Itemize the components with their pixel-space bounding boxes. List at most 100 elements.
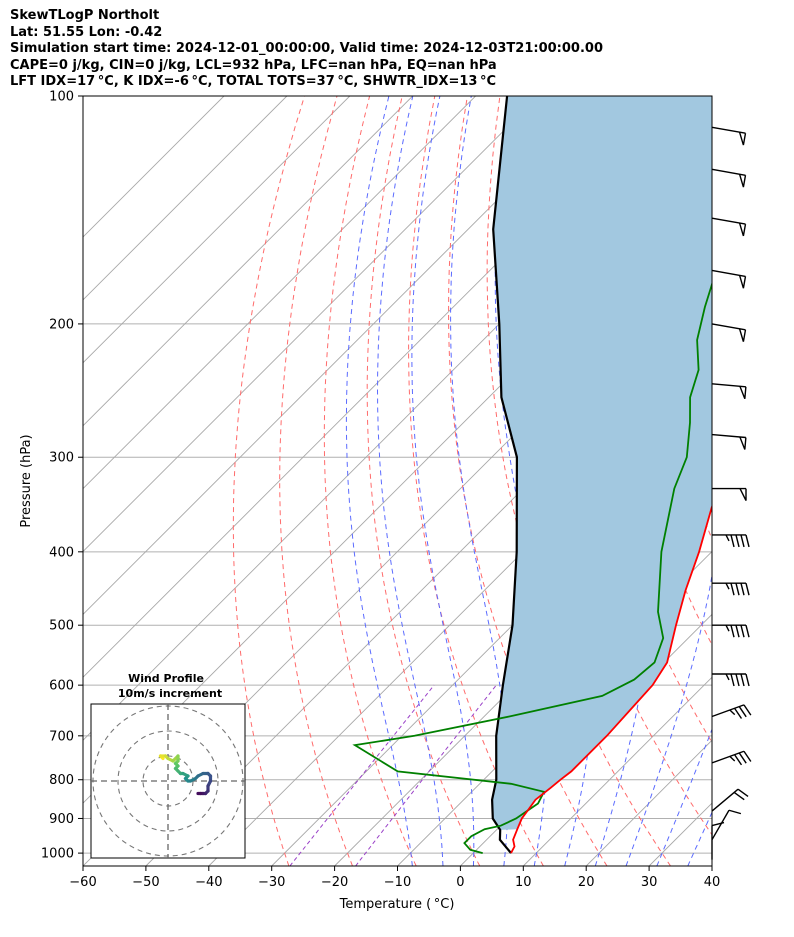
y-axis-label: Pressure (hPa) [19, 434, 34, 527]
y-tick-label: 300 [49, 451, 74, 466]
wind-barb-feather [735, 625, 740, 638]
indices-line-2: LFT IDX=17 °C, K IDX=-6 °C, TOTAL TOTS=3… [10, 74, 497, 89]
wind-barb-feather [738, 752, 747, 764]
wind-barb-feather [745, 534, 750, 548]
y-tick-label: 100 [49, 90, 74, 105]
inset-subtitle: 10m/s increment [118, 687, 222, 700]
wind-barb-staff [711, 217, 746, 225]
moist-adiabat-line [625, 96, 712, 866]
wind-barb-feather [740, 534, 745, 548]
wind-barb [711, 168, 747, 188]
location-line: Lat: 51.55 Lon: -0.42 [10, 24, 163, 40]
x-tick-label: −20 [321, 875, 348, 890]
wind-barb-feather [733, 707, 743, 719]
dry-adiabat-line [728, 96, 794, 866]
y-tick-label: 800 [49, 773, 74, 788]
moist-adiabat-line [719, 96, 794, 866]
isotherm-line [711, 865, 712, 866]
wind-barb [711, 383, 747, 400]
dry-adiabat-line [761, 96, 794, 866]
wind-barb [711, 217, 747, 237]
wind-barb-feather [733, 754, 743, 766]
wind-barb [711, 788, 749, 812]
wind-barb-feather [743, 704, 752, 716]
y-tick-label: 600 [49, 679, 74, 694]
wind-barb-staff [711, 704, 745, 718]
isotherm-line [83, 96, 414, 427]
y-tick-label: 500 [49, 619, 74, 634]
isotherm-line [334, 487, 712, 866]
wind-barb-staff [711, 269, 746, 278]
wind-barb-feather [725, 624, 730, 632]
wind-barb-feather [738, 706, 747, 718]
moist-adiabat-line [376, 96, 444, 866]
isotherm-line [83, 96, 602, 616]
wind-barb-pennant [738, 222, 747, 237]
mixing-ratio-line [289, 684, 435, 866]
x-axis-label: Temperature ( °C) [339, 897, 455, 912]
wind-barb-staff [711, 126, 746, 134]
hodograph-ring [117, 730, 219, 832]
y-tick-label: 700 [49, 729, 74, 744]
mixing-ratio-line [355, 684, 497, 866]
dry-adiabat-line [323, 96, 417, 866]
dry-adiabat-line [366, 96, 481, 866]
chart-title: SkewTLogP Northolt [10, 8, 160, 23]
moist-adiabat-line [411, 96, 475, 866]
wind-barb-feather [737, 788, 749, 798]
wind-barb-staff [711, 750, 745, 764]
wind-barb [712, 624, 750, 638]
wind-barb-feather [729, 755, 736, 762]
wind-barb-feather [743, 750, 752, 762]
x-tick-label: −10 [384, 875, 411, 890]
dry-adiabat-line [279, 96, 353, 866]
x-tick-label: 20 [578, 875, 595, 890]
wind-barb-pennant [739, 436, 747, 450]
wind-barb [712, 582, 750, 596]
isotherm-line [83, 96, 476, 490]
wind-barb-pennant [739, 386, 747, 400]
wind-barb [711, 704, 752, 719]
x-tick-label: −30 [258, 875, 285, 890]
isotherm-line [83, 96, 225, 238]
hodograph-trace [158, 754, 213, 796]
wind-barb-pennant [738, 174, 747, 188]
isotherm-line [83, 96, 288, 301]
wind-barb-feather [725, 534, 730, 542]
wind-barb [711, 750, 752, 766]
wind-barb-staff [711, 168, 746, 176]
wind-barb [712, 487, 747, 501]
isotherm-line [83, 96, 351, 364]
wind-profile-inset: Wind Profile 10m/s increment [90, 672, 246, 859]
wind-barb-feather [740, 625, 745, 638]
mixing-ratio-lines [289, 684, 497, 866]
moist-adiabat-line [656, 728, 712, 866]
wind-barb [711, 323, 747, 342]
wind-barb-feather [729, 709, 736, 716]
y-tick-label: 900 [49, 812, 74, 827]
wind-barb [711, 269, 747, 289]
x-tick-label: −50 [132, 875, 159, 890]
y-tick-label: 1000 [41, 847, 74, 862]
wind-barb-feather [730, 625, 735, 638]
dry-adiabat-line [408, 96, 544, 866]
wind-barb-feather [735, 673, 740, 687]
wind-barb-feather [725, 582, 730, 590]
dewpoint-profile-line [352, 281, 712, 854]
wind-barb-feather [735, 534, 740, 548]
moist-adiabat-line [450, 96, 509, 866]
wind-barb-staff [711, 323, 746, 331]
wind-barb-staff [711, 383, 746, 388]
isotherm-line [83, 96, 539, 553]
temperature-profile-line [510, 504, 712, 854]
moist-adiabat-line [594, 96, 653, 866]
y-tick-label: 400 [49, 545, 74, 560]
x-tick-label: −40 [195, 875, 222, 890]
wind-barb-feather [745, 673, 750, 687]
chart-header: SkewTLogP Northolt Lat: 51.55 Lon: -0.42… [10, 8, 603, 91]
y-axis-ticks: 100 200 300 400 500 600 700 800 900 1000 [41, 90, 83, 862]
moist-adiabat-line [345, 96, 413, 866]
wind-barbs [711, 126, 752, 860]
x-tick-label: −60 [69, 875, 96, 890]
wind-barb-staff [711, 433, 746, 439]
